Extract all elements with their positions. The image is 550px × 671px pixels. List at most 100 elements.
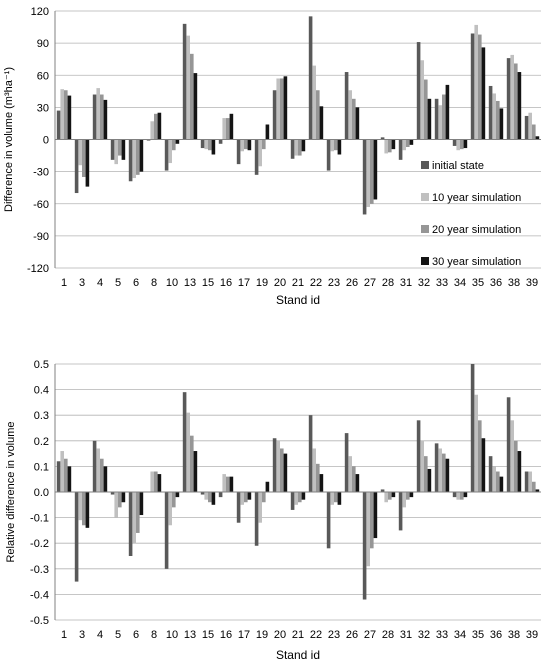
x-tick-label: 8 bbox=[151, 629, 157, 641]
x-tick-label: 16 bbox=[220, 277, 232, 289]
bar bbox=[92, 94, 97, 140]
bar bbox=[276, 78, 280, 140]
bar bbox=[330, 492, 334, 505]
bar bbox=[208, 492, 212, 503]
bar bbox=[398, 492, 403, 531]
bar bbox=[409, 492, 414, 498]
bar bbox=[218, 492, 223, 498]
bar bbox=[488, 456, 493, 492]
bar bbox=[204, 492, 208, 500]
bar bbox=[139, 492, 144, 516]
y-tick-label: 0.5 bbox=[34, 359, 49, 371]
bar bbox=[175, 492, 180, 498]
y-tick-label: 0.2 bbox=[34, 436, 49, 448]
bar bbox=[506, 397, 511, 492]
bar bbox=[157, 474, 162, 492]
bar bbox=[352, 466, 356, 492]
bar bbox=[114, 492, 118, 518]
bar bbox=[200, 492, 205, 495]
legend-label: initial state bbox=[432, 160, 484, 172]
bar bbox=[190, 53, 194, 140]
bar bbox=[128, 139, 133, 182]
bar bbox=[510, 54, 514, 140]
bar bbox=[442, 453, 446, 492]
bar bbox=[528, 471, 532, 492]
legend-label: 30 year simulation bbox=[432, 256, 521, 268]
bar bbox=[164, 492, 169, 569]
bar bbox=[136, 139, 140, 175]
bar bbox=[244, 492, 248, 503]
bar bbox=[265, 481, 270, 492]
bar bbox=[200, 139, 205, 149]
x-tick-label: 6 bbox=[133, 629, 139, 641]
bar bbox=[478, 34, 482, 140]
y-tick-label: -0.4 bbox=[30, 589, 49, 601]
bar bbox=[427, 468, 432, 492]
bar bbox=[298, 492, 302, 503]
x-tick-label: 22 bbox=[310, 277, 322, 289]
bar bbox=[373, 492, 378, 539]
bar bbox=[416, 42, 421, 140]
x-tick-label: 21 bbox=[292, 629, 304, 641]
bar bbox=[406, 492, 410, 500]
bar bbox=[384, 139, 388, 154]
y-tick-label: 90 bbox=[37, 38, 49, 50]
bar bbox=[258, 139, 262, 167]
x-tick-label: 27 bbox=[364, 277, 376, 289]
bar bbox=[496, 471, 500, 492]
bar bbox=[222, 118, 226, 140]
bar bbox=[456, 139, 460, 151]
bar bbox=[82, 492, 86, 526]
bar bbox=[474, 394, 478, 492]
bar bbox=[154, 113, 158, 140]
bar bbox=[132, 492, 136, 544]
bar bbox=[355, 107, 360, 140]
bar bbox=[92, 440, 97, 492]
x-tick-label: 10 bbox=[166, 277, 178, 289]
bar bbox=[67, 466, 72, 492]
bar bbox=[182, 23, 187, 140]
x-tick-label: 1 bbox=[61, 277, 67, 289]
bar bbox=[150, 121, 154, 140]
bar bbox=[388, 139, 392, 153]
x-tick-label: 13 bbox=[184, 277, 196, 289]
bar bbox=[334, 492, 338, 503]
x-tick-label: 10 bbox=[166, 629, 178, 641]
bar bbox=[121, 139, 126, 160]
bar bbox=[463, 492, 468, 498]
x-axis-label: Stand id bbox=[276, 293, 320, 307]
bar bbox=[283, 453, 288, 492]
bar bbox=[204, 139, 208, 150]
y-tick-label: 30 bbox=[37, 102, 49, 114]
x-tick-label: 28 bbox=[382, 277, 394, 289]
bar bbox=[218, 139, 223, 144]
bar bbox=[301, 492, 306, 500]
bar bbox=[60, 89, 64, 140]
x-tick-label: 6 bbox=[133, 277, 139, 289]
bar bbox=[226, 118, 230, 140]
x-tick-label: 34 bbox=[454, 277, 466, 289]
bar bbox=[193, 451, 198, 492]
bar bbox=[139, 139, 144, 172]
bar bbox=[514, 63, 518, 140]
x-tick-label: 17 bbox=[238, 629, 250, 641]
bar bbox=[416, 420, 421, 492]
x-tick-label: 3 bbox=[79, 629, 85, 641]
y-tick-label: -120 bbox=[27, 263, 49, 275]
bar bbox=[420, 60, 424, 140]
bar bbox=[445, 84, 450, 140]
bar bbox=[168, 139, 172, 164]
bar bbox=[463, 139, 468, 149]
bar bbox=[366, 139, 370, 207]
bar bbox=[445, 458, 450, 492]
bar bbox=[535, 489, 540, 492]
bar bbox=[132, 139, 136, 179]
bar bbox=[517, 451, 522, 492]
bar bbox=[211, 492, 216, 505]
bar bbox=[391, 492, 396, 498]
bar bbox=[456, 492, 460, 500]
bar bbox=[370, 492, 374, 549]
bar bbox=[103, 99, 108, 140]
x-tick-label: 20 bbox=[274, 277, 286, 289]
y-tick-label: 0.1 bbox=[34, 461, 49, 473]
